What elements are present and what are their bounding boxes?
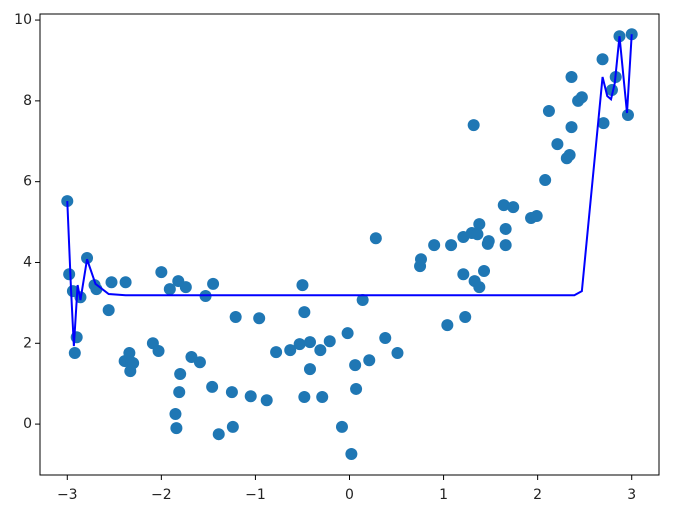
scatter-point [459, 311, 472, 324]
scatter-point [414, 253, 427, 266]
scatter-point [596, 53, 609, 66]
scatter-point [428, 239, 441, 252]
scatter-point [298, 391, 311, 404]
scatter-point [445, 239, 458, 252]
scatter-point [314, 344, 327, 357]
scatter-point [303, 363, 316, 376]
scatter-point [356, 294, 369, 307]
scatter-point [253, 312, 266, 325]
scatter-point [563, 149, 576, 162]
scatter-point [225, 386, 238, 399]
scatter-point [102, 304, 115, 317]
scatter-point [207, 277, 220, 290]
scatter-point [123, 346, 136, 359]
scatter-point [369, 232, 382, 245]
scatter-point [497, 199, 510, 212]
scatter-point [298, 306, 311, 319]
scatter-point [68, 346, 81, 359]
scatter-point [152, 344, 165, 357]
scatter-point [341, 327, 354, 340]
scatter-point [119, 276, 132, 289]
scatter-point [621, 109, 634, 122]
scatter-point [81, 252, 94, 265]
scatter-point [212, 428, 225, 441]
scatter-point [293, 338, 306, 351]
y-tick-label: 6 [23, 174, 32, 190]
scatter-point [155, 266, 168, 279]
y-tick-label: 10 [14, 12, 32, 28]
scatter-point [127, 357, 140, 370]
scatter-point [457, 268, 470, 281]
scatter-point [174, 367, 187, 380]
scatter-point [565, 71, 578, 84]
scatter-point [478, 264, 491, 277]
scatter-point [173, 386, 186, 399]
scatter-point [229, 311, 242, 324]
scatter-point [507, 201, 520, 214]
scatter-point [260, 394, 273, 407]
scatter-point [350, 382, 363, 395]
x-tick-label: 2 [533, 487, 542, 503]
scatter-point [169, 407, 182, 420]
scatter-point [303, 336, 316, 349]
scatter-point [345, 447, 358, 460]
scatter-point [284, 344, 297, 357]
scatter-point [335, 420, 348, 433]
scatter-point [163, 283, 176, 296]
scatter-point [565, 121, 578, 134]
scatter-point [316, 391, 329, 404]
scatter-point [193, 356, 206, 369]
scatter-point [575, 91, 588, 104]
scatter-point [542, 104, 555, 117]
x-tick-label: −3 [57, 487, 78, 503]
scatter-point [471, 228, 484, 241]
scatter-point [441, 319, 454, 332]
scatter-point [379, 332, 392, 345]
line [66, 34, 633, 347]
scatter-point [63, 268, 76, 281]
scatter-point [499, 222, 512, 235]
scatter-point [363, 354, 376, 367]
y-tick-label: 0 [23, 416, 32, 432]
scatter-point [499, 239, 512, 252]
scatter-point [473, 218, 486, 231]
scatter-point [539, 174, 552, 187]
scatter-point [105, 276, 118, 289]
scatter-point [530, 210, 543, 223]
scatter-point [349, 359, 362, 372]
scatter-point [467, 119, 480, 132]
x-tick-label: 1 [439, 487, 448, 503]
y-tick-label: 4 [23, 254, 32, 270]
x-tick-label: −2 [151, 487, 172, 503]
plot-frame [39, 13, 660, 476]
scatter-point [482, 235, 495, 248]
scatter-point [473, 281, 486, 294]
scatter-point [170, 422, 183, 435]
scatter-point [244, 390, 257, 403]
x-tick-label: −1 [245, 487, 266, 503]
scatter-point [296, 279, 309, 292]
x-tick-label: 3 [627, 487, 636, 503]
scatter-point [551, 138, 564, 151]
scatter-point [323, 335, 336, 348]
scatter-point [605, 83, 618, 96]
scatter-point [597, 117, 610, 130]
scatter-point [206, 380, 219, 393]
scatter-point [391, 346, 404, 359]
y-tick-label: 2 [23, 335, 32, 351]
scatter-point [226, 420, 239, 433]
scatter-point [179, 281, 192, 294]
scatter-point [270, 346, 283, 359]
y-tick-label: 8 [23, 93, 32, 109]
x-tick-label: 0 [345, 487, 354, 503]
